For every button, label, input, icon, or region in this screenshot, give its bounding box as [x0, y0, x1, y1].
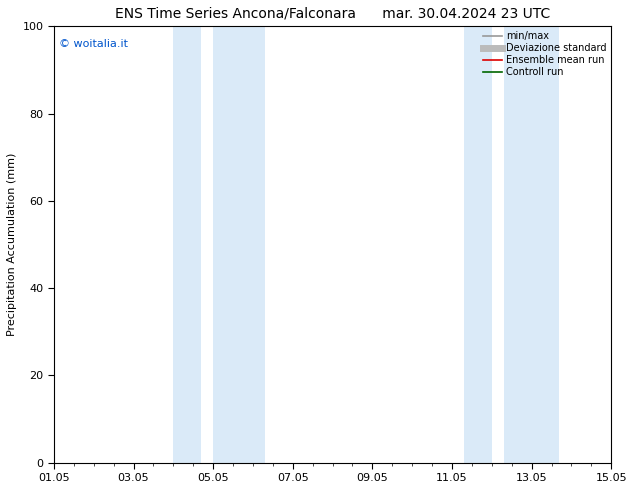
Bar: [504, 26, 559, 463]
Bar: [464, 26, 492, 463]
Title: ENS Time Series Ancona/Falconara      mar. 30.04.2024 23 UTC: ENS Time Series Ancona/Falconara mar. 30…: [115, 7, 550, 21]
Y-axis label: Precipitation Accumulation (mm): Precipitation Accumulation (mm): [7, 153, 17, 336]
Text: © woitalia.it: © woitalia.it: [60, 39, 129, 49]
Legend: min/max, Deviazione standard, Ensemble mean run, Controll run: min/max, Deviazione standard, Ensemble m…: [482, 31, 606, 77]
Bar: [213, 26, 265, 463]
Bar: [173, 26, 201, 463]
